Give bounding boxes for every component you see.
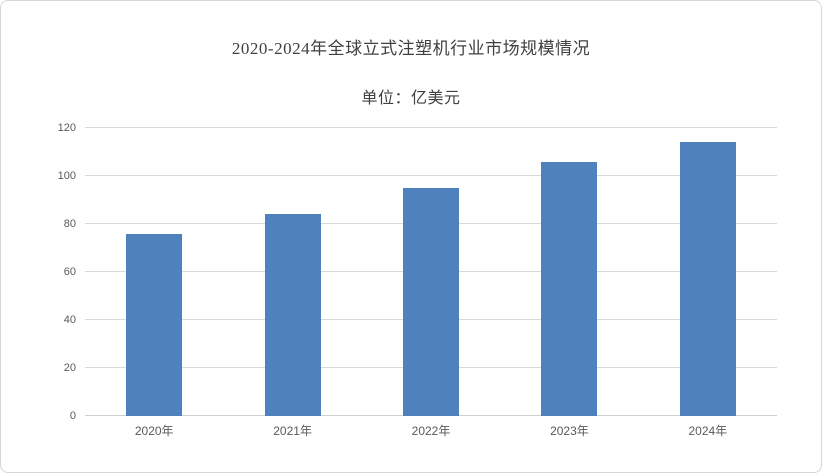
bar-2022年 xyxy=(403,188,460,416)
chart-title: 2020-2024年全球立式注塑机行业市场规模情况 xyxy=(231,39,591,58)
x-axis-category-label-2022年: 2022年 xyxy=(411,424,451,438)
bars-layer xyxy=(85,128,777,416)
bar-slot xyxy=(500,128,638,416)
x-axis-category-label-2021年: 2021年 xyxy=(273,424,312,438)
y-axis-tick-label-40: 40 xyxy=(63,314,76,327)
x-axis-category-label-2024年: 2024年 xyxy=(688,424,728,438)
bar-slot xyxy=(639,128,777,416)
plot-area: 0 20 40 60 80 100 120 xyxy=(58,122,777,422)
bar-2020年 xyxy=(126,233,183,416)
y-axis-tick-label-80: 80 xyxy=(63,218,76,231)
bar-2024年 xyxy=(679,142,736,416)
x-axis-category-label-2020年: 2020年 xyxy=(134,424,174,438)
x-axis-category-label-2023年: 2023年 xyxy=(550,424,589,438)
bar-slot xyxy=(85,128,223,416)
bar-slot xyxy=(223,128,361,416)
y-axis-tick-label-60: 60 xyxy=(63,266,76,278)
x-axis-labels: 2020年 2021年 2022年 2023年 2024年 xyxy=(85,422,777,439)
chart-subtitle: 单位：亿美元 xyxy=(361,90,461,107)
gridline-y-120 xyxy=(85,127,777,128)
bar-2023年 xyxy=(541,161,598,416)
y-axis-tick-label-120: 120 xyxy=(57,122,76,134)
bar-slot xyxy=(362,128,500,416)
bar-2021年 xyxy=(264,214,321,416)
y-axis-tick-label-20: 20 xyxy=(63,362,76,375)
y-axis-tick-label-0: 0 xyxy=(69,410,76,422)
y-axis-tick-label-100: 100 xyxy=(57,170,76,182)
gridline-y-100 xyxy=(85,175,777,176)
